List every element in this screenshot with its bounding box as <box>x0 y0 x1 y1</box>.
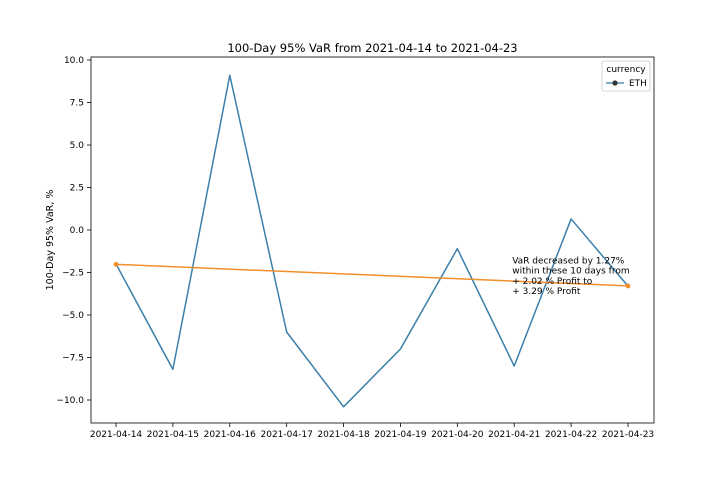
x-tick-label: 2021-04-20 <box>431 430 484 440</box>
trend-end-marker <box>625 283 631 289</box>
annotation-line: + 2.02 % Profit to <box>512 277 593 287</box>
x-tick-label: 2021-04-15 <box>147 430 199 440</box>
legend-eth-label: ETH <box>629 79 647 89</box>
annotation-line: within these 10 days from <box>512 267 629 277</box>
y-axis-label: 100-Day 95% VaR, % <box>45 190 56 291</box>
x-tick-label: 2021-04-23 <box>602 430 654 440</box>
y-tick-label: 7.5 <box>70 99 84 109</box>
x-tick-label: 2021-04-21 <box>488 430 540 440</box>
y-tick-label: 0.0 <box>70 226 85 236</box>
y-tick-label: −5.0 <box>62 311 84 321</box>
legend-eth-marker <box>612 80 618 86</box>
plot-frame <box>90 56 655 424</box>
x-tick-label: 2021-04-17 <box>261 430 313 440</box>
series-line-eth <box>115 74 629 408</box>
x-tick-label: 2021-04-18 <box>317 430 370 440</box>
y-tick-label: 2.5 <box>70 184 84 194</box>
annotation-line: + 3.29 % Profit <box>512 287 581 297</box>
x-tick-label: 2021-04-14 <box>90 430 143 440</box>
trend-start-marker <box>113 261 119 267</box>
y-tick-label: 5.0 <box>70 141 85 151</box>
x-tick-label: 2021-04-22 <box>545 430 597 440</box>
y-tick-label: −10.0 <box>56 396 84 406</box>
y-tick-label: −2.5 <box>62 269 84 279</box>
y-axis-ticks: 10.0 7.5 5.0 2.5 0.0 −2.5 −5.0 −7.5 −10.0 <box>56 56 91 406</box>
annotation: VaR decreased by 1.27% within these 10 d… <box>512 257 629 298</box>
annotation-line: VaR decreased by 1.27% <box>512 257 625 267</box>
legend-title: currency <box>606 65 646 75</box>
y-tick-label: −7.5 <box>62 354 84 364</box>
y-tick-label: 10.0 <box>64 56 84 66</box>
x-tick-label: 2021-04-19 <box>374 430 427 440</box>
series-layer <box>113 74 631 408</box>
chart-title: 100-Day 95% VaR from 2021-04-14 to 2021-… <box>227 41 517 55</box>
trend-line <box>115 263 629 287</box>
x-tick-label: 2021-04-16 <box>204 430 257 440</box>
plot-area <box>90 56 655 424</box>
x-axis-ticks: 2021-04-14 2021-04-15 2021-04-16 2021-04-17… <box>90 423 654 440</box>
legend: currency ETH <box>601 60 651 92</box>
